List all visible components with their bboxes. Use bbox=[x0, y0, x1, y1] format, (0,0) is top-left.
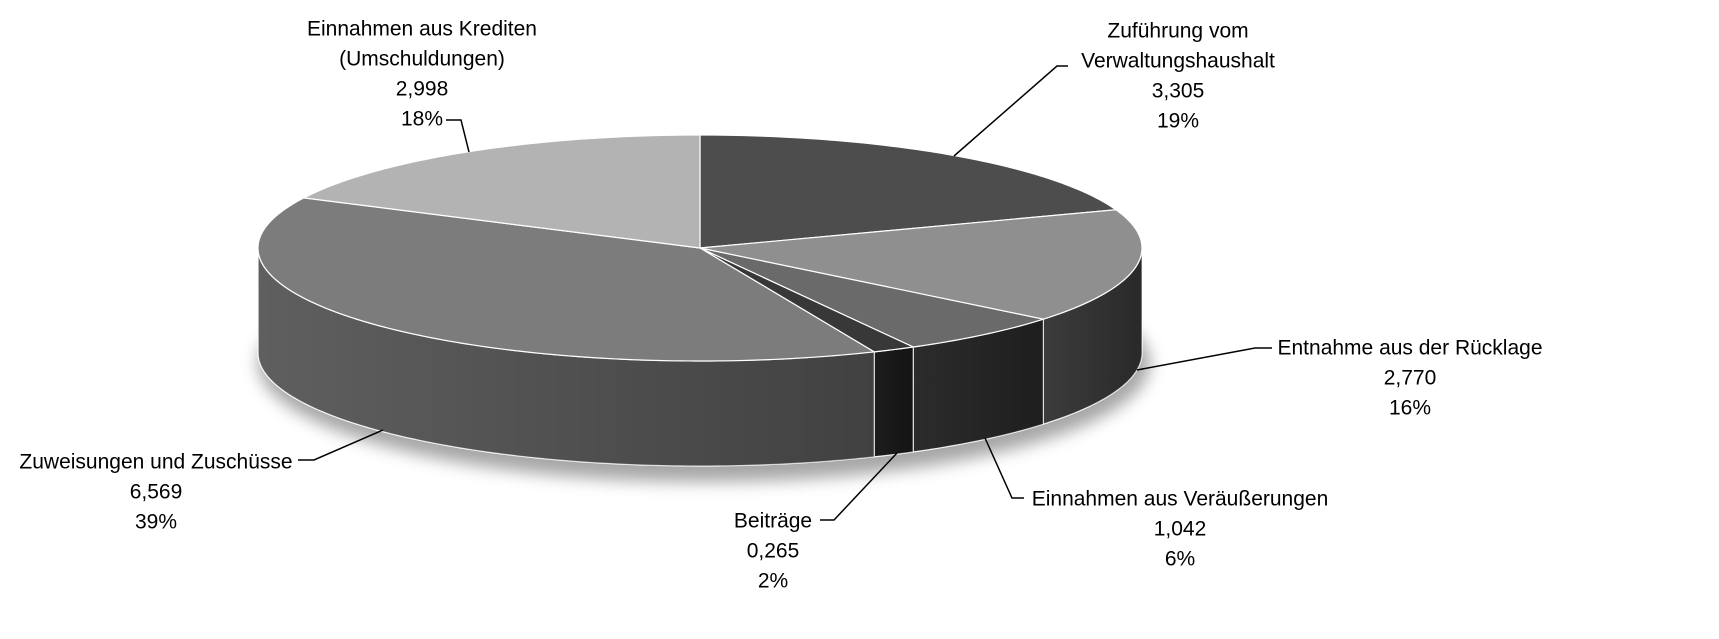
data-label-zuweisungen-und-zuschuesse: Zuweisungen und Zuschüsse 6,569 39% bbox=[19, 451, 292, 534]
label-value-zuweisungen-und-zuschuesse: 6,569 bbox=[130, 481, 183, 504]
label-name-einnahmen-aus-krediten-umschuldungen: Einnahmen aus Krediten bbox=[307, 18, 537, 41]
label-name-zufuehrung-vom-verwaltungshaushalt: Zuführung vom bbox=[1107, 20, 1248, 43]
leader-lines bbox=[298, 65, 1272, 521]
label-percent-einnahmen-aus-krediten-umschuldungen: 18% bbox=[401, 108, 443, 131]
label-percent-zuweisungen-und-zuschuesse: 39% bbox=[135, 511, 177, 534]
label-percent-einnahmen-aus-veraeusserungen: 6% bbox=[1165, 548, 1195, 571]
label-name-beitraege: Beiträge bbox=[734, 510, 812, 533]
label-percent-beitraege: 2% bbox=[758, 570, 788, 593]
label-name-einnahmen-aus-veraeusserungen: Einnahmen aus Veräußerungen bbox=[1032, 488, 1329, 511]
label-value-zufuehrung-vom-verwaltungshaushalt: 3,305 bbox=[1152, 80, 1205, 103]
data-labels: Zuführung vom Verwaltungshaushalt 3,305 19%… bbox=[19, 18, 1542, 593]
pie-slice-einnahmen-aus-veraeusserungen bbox=[699, 247, 1044, 348]
data-label-einnahmen-aus-veraeusserungen: Einnahmen aus Veräußerungen 1,042 6% bbox=[1032, 488, 1329, 571]
data-label-entnahme-aus-der-ruecklage: Entnahme aus der Rücklage 2,770 16% bbox=[1278, 337, 1543, 420]
label-name-zufuehrung-vom-verwaltungshaushalt: Verwaltungshaushalt bbox=[1081, 50, 1275, 73]
pie-sides bbox=[257, 247, 1143, 467]
pie-slice-beitraege bbox=[699, 247, 916, 353]
label-value-beitraege: 0,265 bbox=[747, 540, 800, 563]
pie-top bbox=[257, 134, 1143, 362]
pie-side-shade-entnahme-aus-der-ruecklage bbox=[1043, 248, 1142, 425]
leader-line-einnahmen-aus-veraeusserungen bbox=[984, 437, 1024, 499]
pie-slice-zuweisungen-und-zuschuesse bbox=[257, 197, 877, 362]
leader-line-beitraege bbox=[820, 452, 898, 521]
data-label-beitraege: Beiträge 0,265 2% bbox=[734, 510, 812, 593]
leader-line-entnahme-aus-der-ruecklage bbox=[1136, 347, 1272, 371]
label-value-einnahmen-aus-veraeusserungen: 1,042 bbox=[1154, 518, 1207, 541]
label-percent-zufuehrung-vom-verwaltungshaushalt: 19% bbox=[1157, 110, 1199, 133]
pie-side-shade-einnahmen-aus-veraeusserungen bbox=[913, 319, 1044, 452]
leader-line-zuweisungen-und-zuschuesse bbox=[298, 429, 384, 461]
data-label-einnahmen-aus-krediten-umschuldungen: Einnahmen aus Krediten (Umschuldungen) 2,9… bbox=[307, 18, 537, 131]
leader-line-zufuehrung-vom-verwaltungshaushalt bbox=[953, 65, 1068, 157]
pie-side-shade-zuweisungen-und-zuschuesse bbox=[258, 248, 875, 466]
label-name-entnahme-aus-der-ruecklage: Entnahme aus der Rücklage bbox=[1278, 337, 1543, 360]
pie-side-shade-beitraege bbox=[874, 346, 914, 457]
pie-slice-entnahme-aus-der-ruecklage bbox=[699, 209, 1143, 320]
label-name-einnahmen-aus-krediten-umschuldungen: (Umschuldungen) bbox=[339, 48, 505, 71]
leader-line-einnahmen-aus-krediten-umschuldungen bbox=[446, 119, 470, 153]
label-percent-entnahme-aus-der-ruecklage: 16% bbox=[1389, 397, 1431, 420]
label-value-einnahmen-aus-krediten-umschuldungen: 2,998 bbox=[396, 78, 449, 101]
pie-slice-einnahmen-aus-krediten-umschuldungen bbox=[301, 134, 701, 249]
label-value-entnahme-aus-der-ruecklage: 2,770 bbox=[1384, 367, 1437, 390]
label-name-zuweisungen-und-zuschuesse: Zuweisungen und Zuschüsse bbox=[19, 451, 292, 474]
data-label-zufuehrung-vom-verwaltungshaushalt: Zuführung vom Verwaltungshaushalt 3,305 19% bbox=[1081, 20, 1275, 133]
